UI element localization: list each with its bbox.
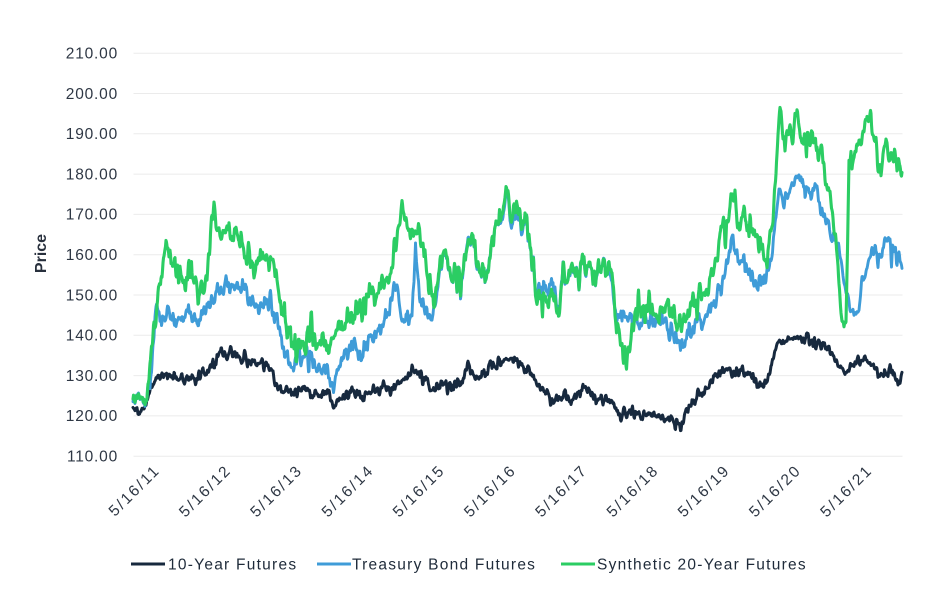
svg-text:Treasury Bond Futures: Treasury Bond Futures xyxy=(352,557,536,574)
svg-text:150.00: 150.00 xyxy=(66,287,118,304)
svg-text:140.00: 140.00 xyxy=(66,328,118,345)
svg-text:130.00: 130.00 xyxy=(66,368,118,385)
svg-text:190.00: 190.00 xyxy=(66,126,118,143)
svg-text:200.00: 200.00 xyxy=(66,86,118,103)
svg-text:160.00: 160.00 xyxy=(66,247,118,264)
svg-text:10-Year Futures: 10-Year Futures xyxy=(168,557,297,574)
svg-text:Synthetic 20-Year Futures: Synthetic 20-Year Futures xyxy=(597,557,807,574)
svg-text:Price: Price xyxy=(33,234,50,273)
svg-text:180.00: 180.00 xyxy=(66,166,118,183)
svg-text:170.00: 170.00 xyxy=(66,207,118,224)
svg-text:120.00: 120.00 xyxy=(66,408,118,425)
svg-text:210.00: 210.00 xyxy=(66,46,118,63)
svg-text:110.00: 110.00 xyxy=(67,449,118,466)
